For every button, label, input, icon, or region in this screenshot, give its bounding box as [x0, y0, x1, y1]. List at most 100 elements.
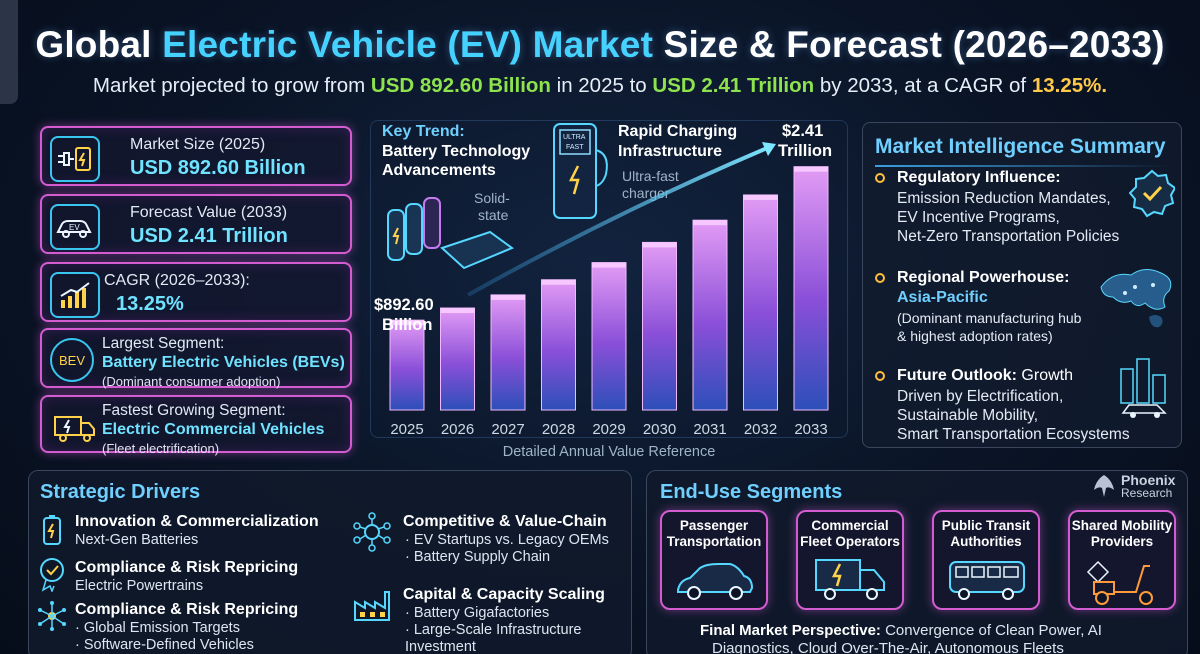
bar-2029	[591, 262, 627, 411]
solid-state-label: state	[478, 207, 509, 223]
solid-state-label: Solid-	[474, 190, 510, 206]
kpi-value: USD 2.41 Trillion	[130, 225, 288, 247]
bar-chart: 2025 2026 2027 2028 2029 2030 2031 2032 2033	[389, 142, 829, 438]
bar-cap-2031	[693, 220, 727, 226]
hub-icon	[353, 512, 391, 552]
svg-text:ULTRA: ULTRA	[563, 134, 586, 141]
intel-line: Net-Zero Transportation Policies	[897, 228, 1120, 245]
rapid-charging-title: Rapid Charging	[618, 123, 738, 140]
market-intelligence-panel: Market Intelligence Summary Regulatory I…	[862, 122, 1182, 448]
intel-line: (Dominant manufacturing hub	[897, 310, 1082, 326]
key-trend-title: Key Trend:	[382, 123, 465, 140]
bev-icon: BEV	[50, 338, 94, 382]
kpi-market-size: Market Size (2025) USD 892.60 Billion	[40, 126, 352, 186]
ev-car-icon: EV	[50, 204, 100, 250]
badge-check-icon	[1129, 169, 1175, 218]
kpi-label: Fastest Growing Segment:	[102, 402, 286, 419]
bar-2026	[440, 307, 475, 411]
kpi-note: (Fleet electrification)	[102, 441, 220, 456]
brand-name: Phoenix	[1121, 472, 1176, 488]
segment-card-passenger: Passenger Transportation	[660, 510, 768, 610]
page-title: Global Electric Vehicle (EV) Market Size…	[35, 24, 1165, 65]
driver-heading: Capital & Capacity Scaling	[403, 586, 605, 603]
ultra-fast-label: Ultra-fast	[622, 168, 679, 184]
driver-line: · EV Startups vs. Legacy OEMs	[405, 532, 609, 548]
kpi-label: Market Size (2025)	[130, 136, 266, 153]
bar-cap-2032	[743, 194, 778, 200]
intel-line: Sustainable Mobility,	[897, 407, 1039, 424]
growth-arrow	[467, 144, 773, 297]
scooter-icon	[1086, 560, 1153, 605]
kpi-label: Largest Segment:	[102, 335, 225, 352]
x-tick-label: 2032	[744, 421, 777, 438]
driver-line: · Software-Defined Vehicles	[75, 637, 254, 653]
intel-line: Smart Transportation Ecosystems	[897, 426, 1130, 443]
intel-title: Market Intelligence Summary	[875, 135, 1166, 158]
driver-heading: Compliance & Risk Repricing	[75, 559, 299, 576]
bar-2027	[490, 294, 526, 411]
battery-plug-icon	[50, 136, 100, 182]
bullet-icon	[875, 273, 885, 283]
final-perspective: Diagnostics, Cloud Over-The-Air, Autonom…	[712, 640, 1064, 654]
chart-caption: Detailed Annual Value Reference	[502, 444, 716, 460]
delivery-truck-icon	[815, 559, 885, 600]
driver-line: Investment	[405, 639, 476, 654]
kpi-note: (Dominant consumer adoption)	[102, 374, 281, 389]
driver-line: · Battery Gigafactories	[405, 605, 550, 621]
bar-cap-2033	[794, 166, 828, 172]
bar-cap-2029	[592, 262, 626, 268]
kpi-fastest-segment: Fastest Growing Segment: Electric Commer…	[40, 395, 352, 456]
driver-heading: Innovation & Commercialization	[75, 513, 319, 530]
electric-truck-icon	[50, 405, 100, 451]
kpi-label: Forecast Value (2033)	[130, 204, 288, 221]
battery-icon	[43, 515, 61, 545]
start-value-label: Billion	[382, 316, 433, 334]
growth-arrowhead	[762, 142, 776, 156]
bar-2030	[642, 241, 677, 411]
kpi-value: Electric Commercial Vehicles	[102, 421, 325, 438]
intel-heading: Future Outlook: Growth	[897, 367, 1073, 384]
svg-text:EV: EV	[69, 223, 80, 232]
segment-label: Shared Mobility Providers	[1071, 518, 1173, 549]
bar-2031	[692, 219, 728, 411]
kpi-cagr: CAGR (2026–2033): 13.25%	[40, 262, 352, 322]
bus-icon	[949, 561, 1025, 600]
x-tick-label: 2030	[643, 421, 676, 438]
x-tick-label: 2028	[542, 421, 575, 438]
driver-heading: Compliance & Risk Repricing	[75, 601, 299, 618]
bar-2028	[541, 279, 576, 411]
segment-label: Public Transit Authorities	[941, 518, 1031, 549]
factory-icon	[354, 591, 390, 621]
intel-divider	[875, 165, 1169, 167]
x-tick-label: 2029	[592, 421, 625, 438]
x-tick-label: 2025	[390, 421, 423, 438]
smart-city-icon	[1120, 358, 1167, 418]
segment-label: Commercial Fleet Operators	[800, 518, 900, 549]
driver-heading: Competitive & Value-Chain	[403, 513, 607, 530]
segment-card-commercial: Commercial Fleet Operators	[796, 510, 904, 610]
driver-line: · Global Emission Targets	[75, 620, 240, 636]
driver-line: · Large-Scale Infrastructure	[405, 622, 582, 638]
kpi-label: CAGR (2026–2033):	[104, 272, 250, 289]
intel-heading: Regulatory Influence:	[897, 169, 1061, 186]
intel-highlight: Asia-Pacific	[897, 289, 988, 306]
drivers-title: Strategic Drivers	[40, 481, 201, 503]
page-subtitle: Market projected to grow from USD 892.60…	[92, 74, 1108, 97]
phoenix-logo-icon	[1094, 475, 1114, 497]
intel-line: EV Incentive Programs,	[897, 209, 1060, 226]
end-value-label: $2.41	[782, 122, 824, 140]
asia-map-icon	[1100, 269, 1172, 328]
ultra-fast-charger-icon: ULTRA FAST	[553, 123, 608, 219]
bullet-icon	[875, 371, 885, 381]
bar-cap-2030	[642, 242, 677, 248]
kpi-largest-segment: BEV Largest Segment: Battery Electric Ve…	[40, 328, 352, 389]
start-value-label: $892.60	[374, 296, 434, 314]
final-perspective: Final Market Perspective: Convergence of…	[700, 622, 1102, 639]
driver-line: Electric Powertrains	[75, 578, 204, 594]
kpi-value: USD 892.60 Billion	[130, 157, 306, 179]
award-icon	[40, 558, 64, 592]
rapid-charging-title: Infrastructure	[618, 143, 723, 160]
passenger-car-icon	[677, 563, 754, 600]
bar-cap-2025	[390, 320, 424, 326]
driver-line: · Battery Supply Chain	[405, 549, 551, 565]
